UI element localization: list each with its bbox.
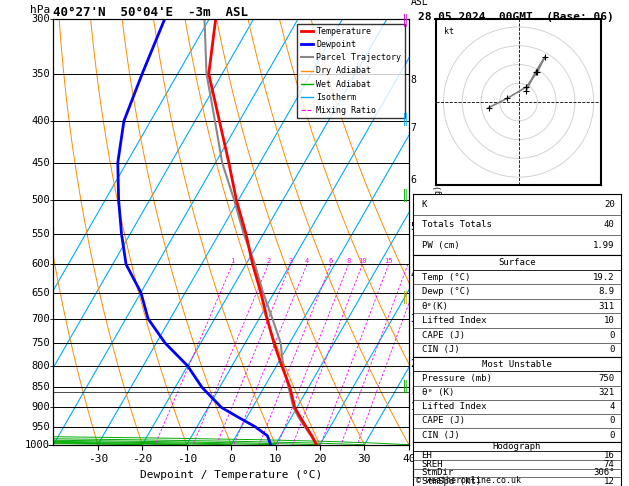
- Text: 1000: 1000: [25, 440, 50, 450]
- Text: 350: 350: [31, 69, 50, 79]
- Text: 8: 8: [347, 258, 350, 264]
- Text: 40: 40: [604, 220, 615, 229]
- Text: LCL: LCL: [411, 388, 426, 397]
- Text: 7: 7: [411, 123, 416, 133]
- Text: ║: ║: [403, 113, 409, 125]
- Text: Temp (°C): Temp (°C): [421, 273, 470, 281]
- Text: 750: 750: [598, 374, 615, 383]
- Text: Surface: Surface: [498, 258, 536, 267]
- Text: 500: 500: [31, 195, 50, 205]
- Text: ║: ║: [403, 15, 409, 27]
- Text: hPa: hPa: [30, 5, 50, 15]
- Text: Dewp (°C): Dewp (°C): [421, 287, 470, 296]
- Text: 900: 900: [31, 402, 50, 413]
- Text: 15: 15: [384, 258, 393, 264]
- Text: StmDir: StmDir: [421, 469, 454, 477]
- Text: 300: 300: [31, 15, 50, 24]
- Text: K: K: [421, 200, 427, 209]
- Text: 74: 74: [604, 460, 615, 469]
- Text: 700: 700: [31, 313, 50, 324]
- Text: Mixing Ratio (g/kg): Mixing Ratio (g/kg): [434, 185, 443, 279]
- Text: ║: ║: [403, 291, 409, 304]
- Text: 450: 450: [31, 157, 50, 168]
- Text: 550: 550: [31, 228, 50, 239]
- Text: 10: 10: [604, 316, 615, 325]
- Text: StmSpd (kt): StmSpd (kt): [421, 477, 481, 486]
- Text: 0: 0: [610, 417, 615, 426]
- Text: 1: 1: [230, 258, 235, 264]
- Text: CAPE (J): CAPE (J): [421, 331, 465, 340]
- Text: kt: kt: [443, 27, 454, 36]
- Text: 306°: 306°: [593, 469, 615, 477]
- Text: 850: 850: [31, 382, 50, 392]
- Text: 2: 2: [266, 258, 270, 264]
- Text: CIN (J): CIN (J): [421, 346, 459, 354]
- Text: 4: 4: [305, 258, 309, 264]
- Text: 950: 950: [31, 421, 50, 432]
- Text: Most Unstable: Most Unstable: [482, 360, 552, 369]
- Text: Lifted Index: Lifted Index: [421, 402, 486, 411]
- Text: 19.2: 19.2: [593, 273, 615, 281]
- Text: 2: 2: [411, 359, 416, 369]
- Text: 16: 16: [604, 451, 615, 460]
- Text: 40°27'N  50°04'E  -3m  ASL: 40°27'N 50°04'E -3m ASL: [53, 6, 248, 19]
- Text: 1: 1: [411, 402, 416, 412]
- Text: θᵉ (K): θᵉ (K): [421, 388, 454, 397]
- Text: CAPE (J): CAPE (J): [421, 417, 465, 426]
- Text: 4: 4: [411, 270, 416, 280]
- Text: ║: ║: [403, 189, 409, 202]
- X-axis label: Dewpoint / Temperature (°C): Dewpoint / Temperature (°C): [140, 470, 322, 480]
- Text: Totals Totals: Totals Totals: [421, 220, 491, 229]
- Text: 800: 800: [31, 361, 50, 371]
- Text: 750: 750: [31, 338, 50, 348]
- Text: θᵉ(K): θᵉ(K): [421, 302, 448, 311]
- Text: Lifted Index: Lifted Index: [421, 316, 486, 325]
- Text: 0: 0: [610, 331, 615, 340]
- Text: 6: 6: [329, 258, 333, 264]
- Text: 5: 5: [411, 222, 416, 232]
- Text: 6: 6: [411, 174, 416, 185]
- Text: km
ASL: km ASL: [411, 0, 428, 7]
- Text: PW (cm): PW (cm): [421, 241, 459, 249]
- Text: Pressure (mb): Pressure (mb): [421, 374, 491, 383]
- Text: 1.99: 1.99: [593, 241, 615, 249]
- Text: 0: 0: [610, 346, 615, 354]
- Text: 650: 650: [31, 288, 50, 297]
- Text: 400: 400: [31, 116, 50, 126]
- Legend: Temperature, Dewpoint, Parcel Trajectory, Dry Adiabat, Wet Adiabat, Isotherm, Mi: Temperature, Dewpoint, Parcel Trajectory…: [297, 24, 404, 118]
- Text: SREH: SREH: [421, 460, 443, 469]
- Text: CIN (J): CIN (J): [421, 431, 459, 440]
- Text: Hodograph: Hodograph: [493, 442, 541, 451]
- Text: EH: EH: [421, 451, 432, 460]
- Text: 8.9: 8.9: [598, 287, 615, 296]
- Text: 0: 0: [610, 431, 615, 440]
- Text: 321: 321: [598, 388, 615, 397]
- Text: 12: 12: [604, 477, 615, 486]
- Text: 20: 20: [604, 200, 615, 209]
- Text: 600: 600: [31, 259, 50, 269]
- Text: 8: 8: [411, 75, 416, 85]
- Text: 4: 4: [610, 402, 615, 411]
- Text: 3: 3: [411, 313, 416, 324]
- Text: 3: 3: [289, 258, 292, 264]
- Text: 311: 311: [598, 302, 615, 311]
- Text: 10: 10: [359, 258, 367, 264]
- Text: 28.05.2024  00GMT  (Base: 06): 28.05.2024 00GMT (Base: 06): [418, 12, 614, 22]
- Text: © weatheronline.co.uk: © weatheronline.co.uk: [416, 476, 521, 485]
- Text: ║: ║: [403, 380, 409, 393]
